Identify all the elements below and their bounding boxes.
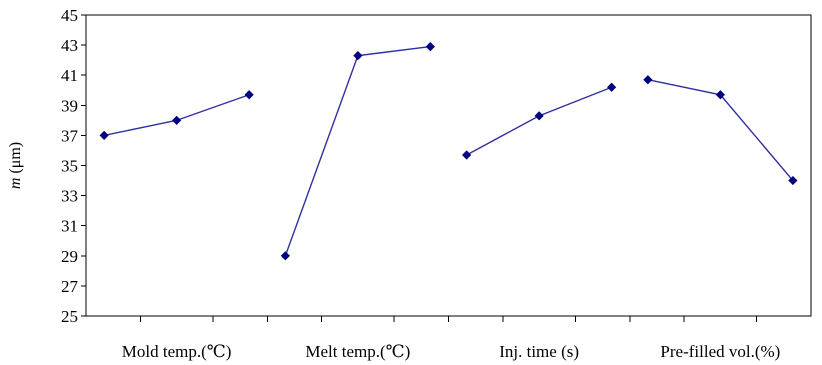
plot-frame bbox=[85, 14, 812, 317]
category-label: Pre-filled vol.(%) bbox=[660, 342, 780, 361]
data-point-marker bbox=[172, 115, 182, 125]
y-tick-label: 27 bbox=[61, 277, 79, 296]
y-axis-label-variable: m bbox=[7, 178, 24, 190]
y-tick-label: 43 bbox=[61, 36, 78, 55]
data-point-marker bbox=[244, 90, 254, 100]
series-line-2 bbox=[284, 45, 431, 257]
data-point-marker bbox=[643, 75, 653, 85]
category-label: Mold temp.(℃) bbox=[122, 342, 232, 361]
data-point-marker bbox=[788, 175, 798, 186]
y-tick-label: 45 bbox=[61, 6, 78, 25]
data-point-marker bbox=[607, 82, 617, 92]
data-point-marker bbox=[462, 150, 472, 160]
y-tick-label: 37 bbox=[61, 126, 79, 145]
y-tick-label: 31 bbox=[61, 217, 78, 236]
y-tick-label: 41 bbox=[61, 66, 78, 85]
category-label: Melt temp.(℃) bbox=[305, 342, 410, 361]
category-labels: Mold temp.(℃) Melt temp.(℃) Inj. time (s) P… bbox=[122, 342, 781, 361]
series-group bbox=[99, 42, 798, 261]
data-point-marker bbox=[715, 90, 725, 100]
y-tick-label: 39 bbox=[61, 96, 78, 115]
y-tick-label: 33 bbox=[61, 187, 78, 206]
series-line-1 bbox=[103, 94, 250, 137]
data-point-marker bbox=[99, 130, 109, 140]
data-point-marker bbox=[280, 251, 290, 261]
x-axis-ticks bbox=[139, 316, 758, 322]
data-point-marker bbox=[534, 111, 544, 121]
data-point-marker bbox=[425, 42, 435, 52]
y-axis-label: m (μm) bbox=[7, 142, 24, 189]
y-axis-ticks: 25 27 29 31 33 35 37 39 41 43 45 bbox=[61, 6, 86, 326]
y-tick-label: 25 bbox=[61, 307, 78, 326]
y-tick-label: 29 bbox=[61, 247, 78, 266]
series-line-3 bbox=[466, 86, 612, 156]
data-point-marker bbox=[353, 51, 363, 61]
category-label: Inj. time (s) bbox=[499, 342, 579, 361]
y-tick-label: 35 bbox=[61, 157, 78, 176]
y-axis-label-unit: (μm) bbox=[7, 142, 24, 178]
